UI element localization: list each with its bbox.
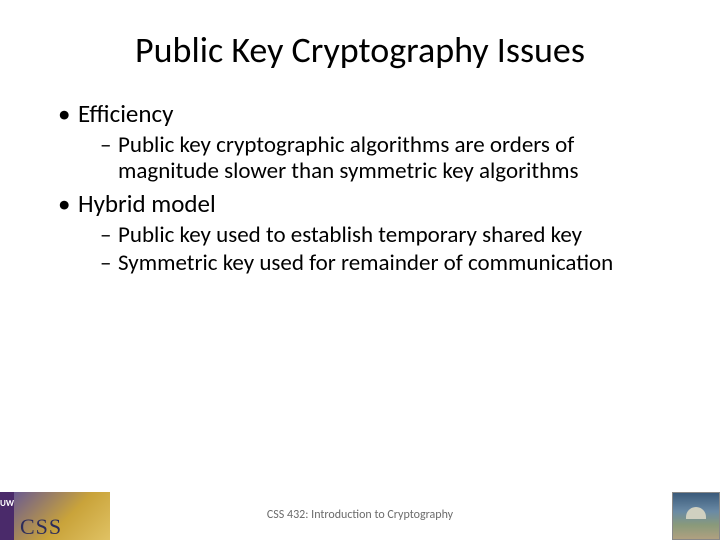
uwb-strip-icon: UWB xyxy=(0,492,14,540)
slide-body: Efficiency Public key cryptographic algo… xyxy=(50,100,670,277)
subbullet-hybrid-2: Symmetric key used for remainder of comm… xyxy=(100,251,670,277)
logo-right xyxy=(672,492,720,540)
css-block-icon: CSS xyxy=(14,492,110,540)
slide-title: Public Key Cryptography Issues xyxy=(50,28,670,72)
bullet-hybrid: Hybrid model xyxy=(58,190,670,219)
uwb-letters: UWB xyxy=(0,498,14,509)
subbullet-hybrid-1: Public key used to establish temporary s… xyxy=(100,223,670,249)
slide: Public Key Cryptography Issues Efficienc… xyxy=(0,0,720,540)
bullet-efficiency: Efficiency xyxy=(58,100,670,129)
dome-icon xyxy=(686,507,706,519)
subbullet-efficiency-1: Public key cryptographic algorithms are … xyxy=(100,133,670,185)
thumbnail-icon xyxy=(672,492,720,540)
logo-left: UWB CSS xyxy=(0,492,110,540)
css-logo-text: CSS xyxy=(20,514,62,540)
